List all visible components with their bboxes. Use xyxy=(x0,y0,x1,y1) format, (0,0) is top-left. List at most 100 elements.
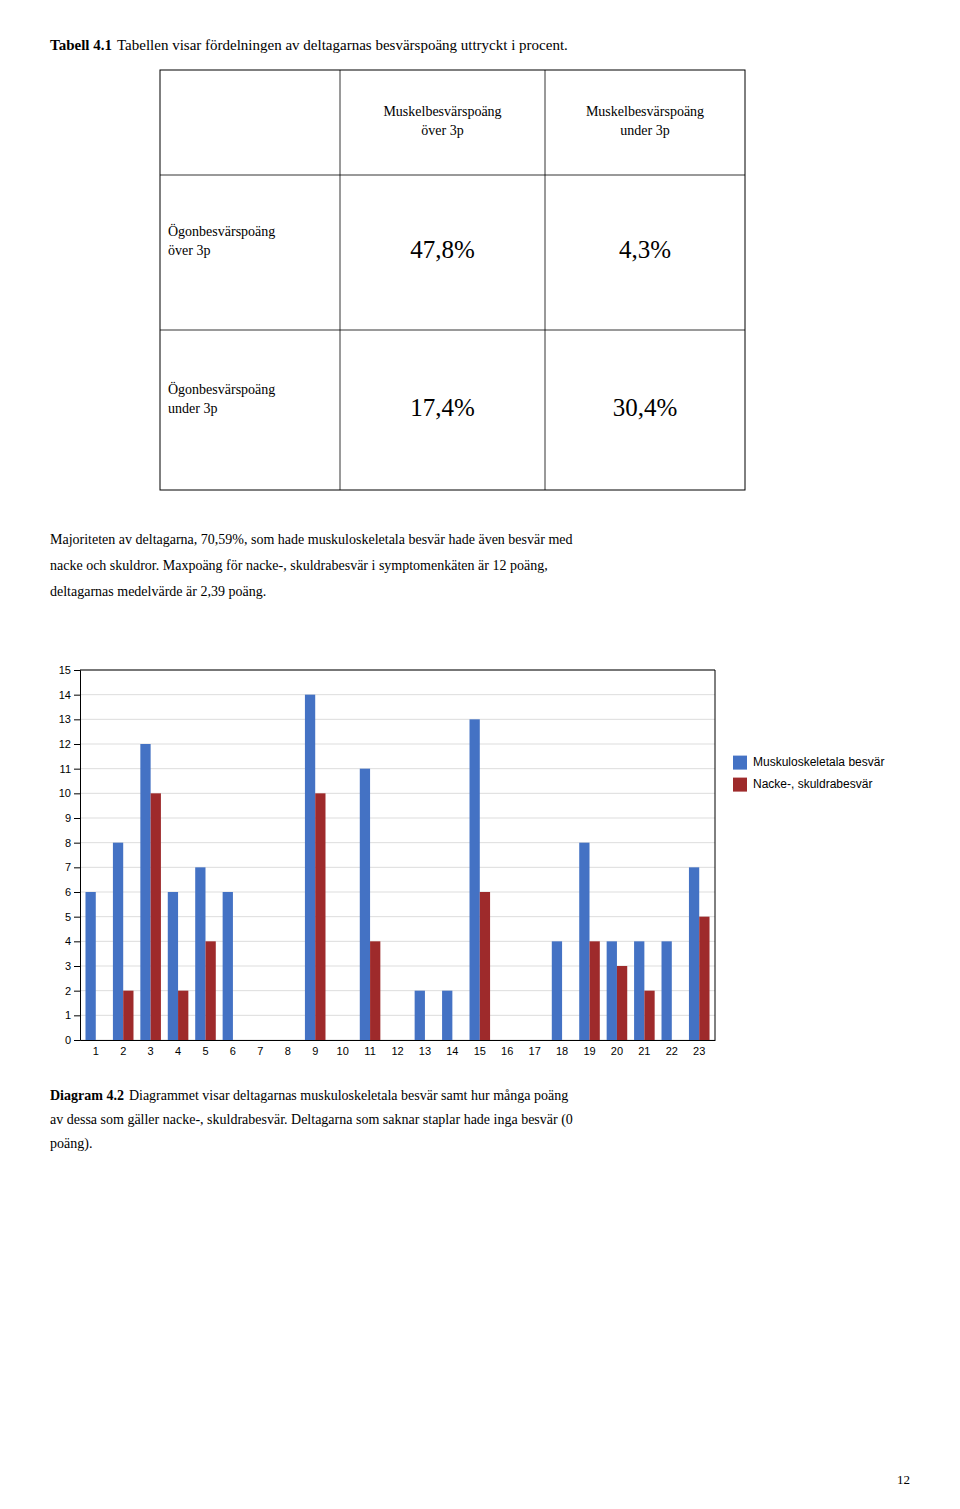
x-tick-label: 13 xyxy=(419,1045,431,1057)
y-tick: 0 xyxy=(65,1034,80,1046)
x-tick: 19 xyxy=(583,1040,595,1057)
bar xyxy=(634,941,644,1040)
bar xyxy=(672,1040,682,1041)
y-tick: 14 xyxy=(59,689,80,701)
x-tick: 2 xyxy=(120,1040,126,1057)
bar-series xyxy=(123,793,709,1040)
bar xyxy=(315,793,325,1040)
y-tick-mark xyxy=(74,744,80,745)
x-tick-label: 12 xyxy=(391,1045,403,1057)
y-tick-mark xyxy=(74,941,80,942)
x-tick-label: 4 xyxy=(175,1045,181,1057)
bar xyxy=(205,941,215,1040)
bar xyxy=(470,719,480,1040)
bar xyxy=(562,1040,572,1041)
bar xyxy=(288,1040,298,1041)
x-tick: 18 xyxy=(556,1040,568,1057)
column-header: Muskelbesvärspoäng xyxy=(383,104,501,119)
table-border xyxy=(160,70,745,490)
y-tick: 1 xyxy=(65,1009,80,1021)
grid-line xyxy=(80,694,715,695)
legend-swatch xyxy=(733,778,747,792)
table-rule xyxy=(340,70,341,490)
y-tick-label: 15 xyxy=(59,664,71,676)
bar xyxy=(662,941,672,1040)
bar xyxy=(607,941,617,1040)
row-header: Ögonbesvärspoäng xyxy=(168,223,275,239)
plot-frame xyxy=(80,670,715,671)
y-tick-label: 6 xyxy=(65,886,71,898)
bar xyxy=(85,892,95,1040)
bar xyxy=(223,892,233,1040)
caption-line: av dessa som gäller nacke-, skuldrabesvä… xyxy=(50,1112,573,1128)
bar xyxy=(552,941,562,1040)
x-tick: 22 xyxy=(666,1040,678,1057)
y-tick-label: 2 xyxy=(65,985,71,997)
y-tick: 6 xyxy=(65,886,80,898)
y-tick-label: 5 xyxy=(65,911,71,923)
paragraph-line: Majoriteten av deltagarna, 70,59%, som h… xyxy=(50,532,572,547)
bar xyxy=(332,1040,342,1041)
grid-line xyxy=(80,744,715,745)
bar xyxy=(195,867,205,1040)
grid-line xyxy=(80,670,715,671)
y-tick-mark xyxy=(74,1015,80,1016)
row-header: Ögonbesvärspoäng xyxy=(168,381,275,397)
bars xyxy=(85,695,709,1040)
y-tick-mark xyxy=(74,1040,80,1041)
bar xyxy=(425,1040,435,1041)
x-tick: 15 xyxy=(474,1040,486,1057)
y-tick: 12 xyxy=(59,738,80,750)
x-tick: 9 xyxy=(312,1040,318,1057)
bar xyxy=(480,892,490,1040)
table-cell: 47,8% xyxy=(410,236,475,263)
x-tick-label: 20 xyxy=(611,1045,623,1057)
chart: 0123456789101112131415123456789101112131… xyxy=(59,664,885,1057)
y-tick: 5 xyxy=(65,911,80,923)
bar xyxy=(343,1040,353,1041)
x-tick-label: 21 xyxy=(638,1045,650,1057)
page-number: 12 xyxy=(897,1472,910,1487)
y-tick-label: 7 xyxy=(65,861,71,873)
x-tick: 21 xyxy=(638,1040,650,1057)
x-tick-label: 18 xyxy=(556,1045,568,1057)
page: Tabell 4.1Tabellen visar fördelningen av… xyxy=(0,0,960,1509)
y-tick-mark xyxy=(74,843,80,844)
caption-line: Diagrammet visar deltagarnas muskuloskel… xyxy=(129,1088,568,1103)
x-tick: 1 xyxy=(93,1040,99,1057)
bar xyxy=(442,991,452,1040)
bar xyxy=(689,867,699,1040)
legend-swatch xyxy=(733,756,747,770)
grid-line xyxy=(80,818,715,819)
bar xyxy=(452,1040,462,1041)
table: Muskelbesvärspoängöver 3pMuskelbesvärspo… xyxy=(160,70,745,490)
y-tick: 7 xyxy=(65,861,80,873)
legend: Muskuloskeletala besvärNacke-, skuldrabe… xyxy=(733,755,884,792)
bar xyxy=(140,744,150,1040)
y-axis-line xyxy=(74,671,81,1041)
caption-label: Diagram 4.2 xyxy=(50,1088,124,1103)
x-tick-label: 23 xyxy=(693,1045,705,1057)
bar xyxy=(617,966,627,1040)
y-tick-mark xyxy=(74,892,80,893)
y-tick-mark xyxy=(74,719,80,720)
x-tick-label: 11 xyxy=(364,1045,375,1057)
plot-frame xyxy=(715,670,716,1040)
table-rule xyxy=(545,70,546,490)
y-tick-mark xyxy=(74,695,80,696)
x-tick-label: 19 xyxy=(583,1045,595,1057)
x-tick-label: 14 xyxy=(446,1045,458,1057)
y-tick-label: 14 xyxy=(59,689,71,701)
x-tick: 10 xyxy=(337,1040,349,1057)
table-cell: 30,4% xyxy=(613,394,678,421)
y-tick-label: 9 xyxy=(65,812,71,824)
bar xyxy=(644,991,654,1040)
x-tick: 12 xyxy=(391,1040,403,1057)
y-tick-mark xyxy=(74,991,80,992)
y-tick-mark xyxy=(74,769,80,770)
column-header: Muskelbesvärspoäng xyxy=(586,104,704,119)
column-header: under 3p xyxy=(620,123,669,138)
x-tick: 23 xyxy=(693,1040,705,1057)
y-tick-mark xyxy=(74,818,80,819)
y-tick-label: 12 xyxy=(59,738,71,750)
